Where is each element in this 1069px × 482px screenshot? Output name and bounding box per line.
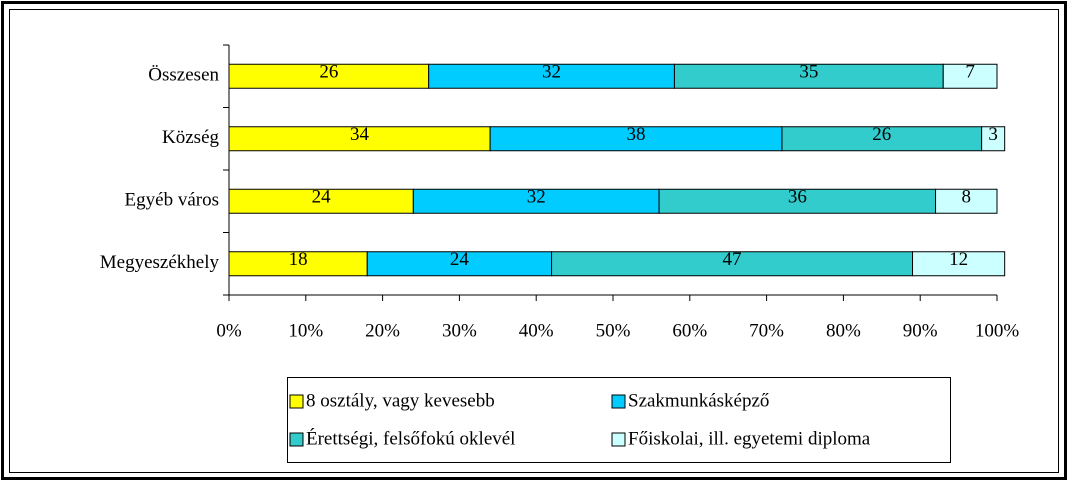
data-label: 18 bbox=[289, 249, 308, 270]
bar-segment bbox=[673, 63, 944, 89]
bar-segment bbox=[489, 126, 783, 152]
bar-segment bbox=[981, 126, 1006, 152]
legend-box bbox=[287, 377, 951, 463]
data-label: 26 bbox=[872, 124, 891, 145]
y-tick-label: Község bbox=[162, 127, 219, 148]
x-tick-label: 20% bbox=[365, 320, 400, 341]
data-label: 3 bbox=[988, 124, 998, 145]
x-tick-label: 30% bbox=[442, 320, 477, 341]
bar-segment bbox=[935, 188, 998, 214]
y-tick-label: Megyeszékhely bbox=[100, 252, 220, 273]
x-tick-label: 50% bbox=[596, 320, 631, 341]
data-label: 32 bbox=[542, 62, 561, 83]
legend-label: Főiskolai, ill. egyetemi diploma bbox=[628, 428, 871, 449]
bar-segment bbox=[658, 188, 937, 214]
bar-segment bbox=[428, 63, 675, 89]
bar-segment bbox=[912, 251, 1006, 277]
data-label: 38 bbox=[627, 124, 646, 145]
bar-segment bbox=[942, 63, 998, 89]
x-tick-label: 60% bbox=[672, 320, 707, 341]
x-tick-label: 0% bbox=[216, 320, 242, 341]
legend-label: Érettségi, felsőfokú oklevél bbox=[306, 427, 515, 449]
x-tick-label: 40% bbox=[519, 320, 554, 341]
inner-frame bbox=[9, 9, 1059, 473]
x-tick-label: 10% bbox=[288, 320, 323, 341]
y-tick-label: Egyéb város bbox=[125, 190, 219, 211]
data-label: 24 bbox=[450, 249, 470, 270]
data-label: 12 bbox=[949, 249, 968, 270]
data-label: 47 bbox=[723, 249, 742, 270]
data-label: 7 bbox=[965, 62, 975, 83]
legend-swatch bbox=[611, 432, 626, 447]
bar-segment bbox=[228, 63, 430, 89]
legend-swatch bbox=[289, 394, 304, 409]
bar-segment bbox=[781, 126, 983, 152]
x-tick-label: 70% bbox=[749, 320, 784, 341]
bar-segment bbox=[551, 251, 914, 277]
data-label: 36 bbox=[788, 187, 807, 208]
bar-segment bbox=[412, 188, 660, 214]
legend-label: 8 osztály, vagy kevesebb bbox=[306, 390, 495, 411]
data-label: 24 bbox=[312, 187, 332, 208]
legend-swatch bbox=[611, 394, 626, 409]
y-tick-label: Összesen bbox=[148, 65, 219, 86]
data-label: 34 bbox=[350, 124, 370, 145]
x-tick-label: 100% bbox=[975, 320, 1020, 341]
bar-segment bbox=[228, 188, 414, 214]
data-label: 8 bbox=[962, 187, 972, 208]
data-label: 26 bbox=[319, 62, 338, 83]
data-label: 35 bbox=[799, 62, 818, 83]
data-label: 32 bbox=[527, 187, 546, 208]
legend-label: Szakmunkásképző bbox=[628, 390, 769, 411]
legend-swatch bbox=[289, 432, 304, 447]
x-tick-label: 90% bbox=[903, 320, 938, 341]
x-tick-label: 80% bbox=[826, 320, 861, 341]
